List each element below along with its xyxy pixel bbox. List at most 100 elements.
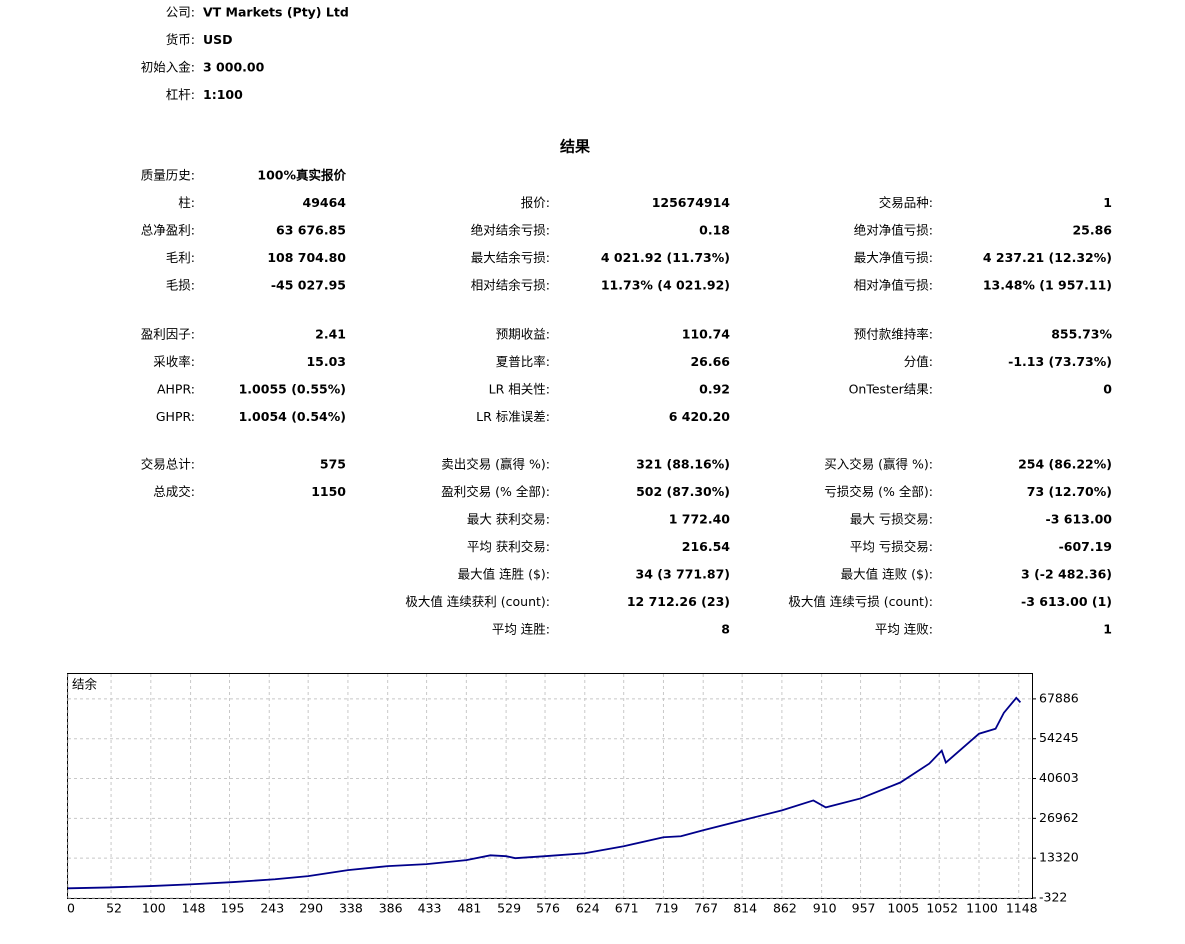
result-value: 321 (88.16%) bbox=[636, 457, 730, 472]
x-tick-label: 433 bbox=[418, 901, 442, 916]
x-tick-label: 719 bbox=[655, 901, 679, 916]
result-value: 8 bbox=[721, 622, 730, 637]
result-label: 夏普比率: bbox=[496, 354, 550, 369]
result-value: -3 613.00 (1) bbox=[1021, 594, 1112, 609]
result-value: 4 021.92 (11.73%) bbox=[601, 250, 730, 265]
x-tick-label: 576 bbox=[536, 901, 560, 916]
x-tick-label: 1148 bbox=[1006, 901, 1038, 916]
result-label: 绝对净值亏损: bbox=[854, 223, 933, 238]
result-label: 采收率: bbox=[153, 354, 195, 369]
result-value: 4 237.21 (12.32%) bbox=[983, 250, 1112, 265]
result-value: 125674914 bbox=[652, 195, 731, 210]
result-label: 亏损交易 (% 全部): bbox=[824, 484, 933, 499]
y-tick-label: 13320 bbox=[1039, 850, 1079, 865]
result-value: 0.92 bbox=[699, 382, 730, 397]
result-value: 100%真实报价 bbox=[257, 168, 346, 183]
result-value: 11.73% (4 021.92) bbox=[601, 278, 730, 293]
chart-title: 结余 bbox=[72, 677, 98, 692]
result-value: 254 (86.22%) bbox=[1018, 457, 1112, 472]
result-value: 108 704.80 bbox=[267, 250, 346, 265]
info-label: 公司: bbox=[166, 5, 195, 20]
x-tick-label: 529 bbox=[497, 901, 521, 916]
x-tick-label: 1005 bbox=[887, 901, 919, 916]
x-tick-label: 767 bbox=[694, 901, 718, 916]
info-label: 初始入金: bbox=[141, 60, 195, 75]
result-label: LR 标准误差: bbox=[476, 409, 550, 424]
result-value: 2.41 bbox=[315, 327, 346, 342]
y-tick-label: 67886 bbox=[1039, 690, 1079, 705]
result-label: AHPR: bbox=[157, 382, 195, 397]
result-label: 预期收益: bbox=[496, 327, 550, 342]
result-value: -45 027.95 bbox=[271, 278, 346, 293]
result-value: 13.48% (1 957.11) bbox=[983, 278, 1112, 293]
result-label: 盈利因子: bbox=[141, 327, 195, 342]
result-value: 3 (-2 482.36) bbox=[1021, 567, 1112, 582]
result-label: 极大值 连续获利 (count): bbox=[405, 594, 550, 609]
x-tick-label: 52 bbox=[106, 901, 122, 916]
result-label: 卖出交易 (赢得 %): bbox=[441, 457, 550, 472]
result-label: 交易总计: bbox=[141, 457, 195, 472]
result-label: 相对结余亏损: bbox=[471, 278, 550, 293]
result-label: 平均 连胜: bbox=[492, 622, 550, 637]
y-tick-label: 26962 bbox=[1039, 810, 1079, 825]
result-value: 1.0054 (0.54%) bbox=[239, 409, 346, 424]
balance-line bbox=[67, 696, 1022, 890]
result-value: -3 613.00 bbox=[1046, 512, 1113, 527]
result-label: 质量历史: bbox=[141, 168, 195, 183]
result-value: 15.03 bbox=[306, 354, 346, 369]
result-label: 极大值 连续亏损 (count): bbox=[788, 594, 933, 609]
info-label: 杠杆: bbox=[166, 87, 195, 102]
result-value: 216.54 bbox=[682, 539, 731, 554]
result-label: 买入交易 (赢得 %): bbox=[824, 457, 933, 472]
result-label: 预付款维持率: bbox=[854, 327, 933, 342]
result-label: 平均 获利交易: bbox=[467, 539, 550, 554]
x-tick-label: 338 bbox=[339, 901, 363, 916]
result-value: 1 772.40 bbox=[669, 512, 731, 527]
result-value: 34 (3 771.87) bbox=[636, 567, 730, 582]
info-value: 3 000.00 bbox=[203, 60, 265, 75]
result-value: 49464 bbox=[303, 195, 347, 210]
result-label: 分值: bbox=[904, 354, 933, 369]
result-label: 平均 亏损交易: bbox=[850, 539, 933, 554]
result-label: 毛利: bbox=[166, 250, 195, 265]
result-label: 总净盈利: bbox=[141, 223, 195, 238]
x-tick-label: 910 bbox=[813, 901, 837, 916]
info-value: 1:100 bbox=[203, 87, 243, 102]
result-label: 平均 连败: bbox=[875, 622, 933, 637]
result-value: 502 (87.30%) bbox=[636, 484, 730, 499]
result-label: 交易品种: bbox=[879, 195, 933, 210]
x-tick-label: 624 bbox=[576, 901, 600, 916]
result-label: 毛损: bbox=[166, 278, 195, 293]
x-tick-label: 671 bbox=[615, 901, 639, 916]
x-tick-label: 195 bbox=[221, 901, 245, 916]
result-label: 最大净值亏损: bbox=[854, 250, 933, 265]
x-tick-label: 243 bbox=[260, 901, 284, 916]
result-label: 最大 获利交易: bbox=[467, 512, 550, 527]
result-value: 25.86 bbox=[1072, 223, 1112, 238]
x-tick-label: 957 bbox=[852, 901, 876, 916]
info-value: VT Markets (Pty) Ltd bbox=[203, 5, 349, 20]
result-label: 相对净值亏损: bbox=[854, 278, 933, 293]
x-tick-label: 1052 bbox=[926, 901, 958, 916]
x-tick-label: 1100 bbox=[966, 901, 998, 916]
result-value: 26.66 bbox=[690, 354, 730, 369]
result-label: 绝对结余亏损: bbox=[471, 223, 550, 238]
result-label: OnTester结果: bbox=[849, 382, 933, 397]
result-value: 1150 bbox=[311, 484, 346, 499]
result-value: 855.73% bbox=[1051, 327, 1112, 342]
result-value: -607.19 bbox=[1059, 539, 1112, 554]
result-label: LR 相关性: bbox=[489, 382, 550, 397]
x-tick-label: 0 bbox=[67, 901, 75, 916]
result-value: 6 420.20 bbox=[669, 409, 731, 424]
result-label: 最大值 连胜 ($): bbox=[458, 567, 550, 582]
x-tick-label: 862 bbox=[773, 901, 797, 916]
result-label: 柱: bbox=[178, 195, 195, 210]
result-label: 总成交: bbox=[153, 484, 195, 499]
result-value: 0 bbox=[1103, 382, 1112, 397]
result-value: 0.18 bbox=[699, 223, 730, 238]
x-tick-label: 814 bbox=[733, 901, 757, 916]
x-tick-label: 290 bbox=[299, 901, 323, 916]
result-label: 盈利交易 (% 全部): bbox=[441, 484, 550, 499]
